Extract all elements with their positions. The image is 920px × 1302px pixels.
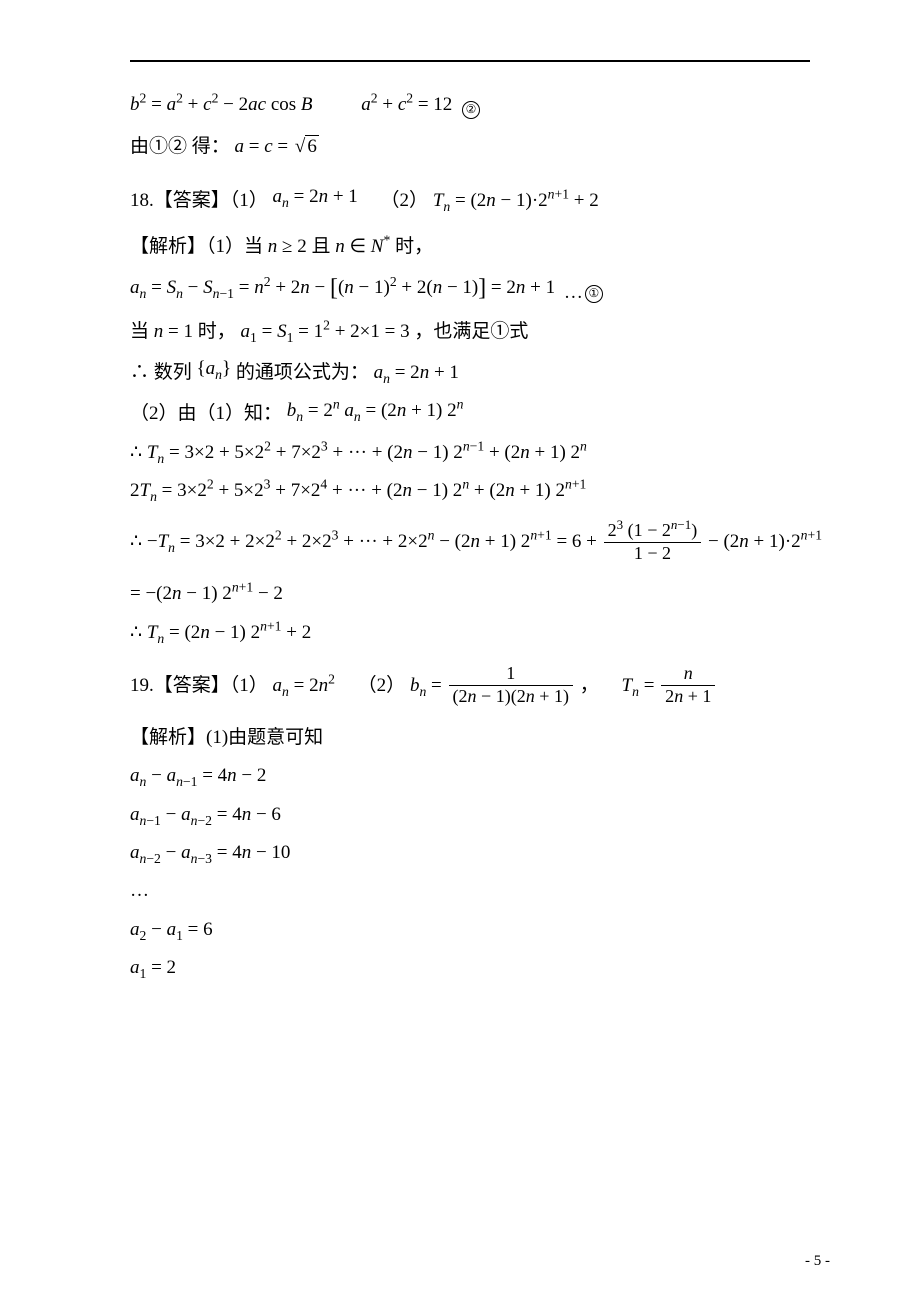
frac-num: 23 (1 − 2n−1) [604, 521, 702, 542]
eq-line: 由①② 得： a = c = 6 [130, 132, 810, 160]
fraction: 23 (1 − 2n−1) 1 − 2 [604, 521, 702, 564]
label: 19.【答案】（1） [130, 672, 268, 700]
expr: a2 − a1 = 6 [130, 916, 213, 944]
expr: ∴ Tn = (2n − 1) 2n+1 + 2 [130, 619, 311, 647]
top-rule [130, 60, 810, 62]
text: 由①② 得： [130, 133, 230, 161]
label: （2）由（1）知： [130, 400, 282, 428]
eq-line: ∴ Tn = 3×2 + 5×22 + 7×23 + ··· + (2n − 1… [130, 438, 810, 466]
label: （2） [381, 187, 429, 215]
expr: ∴ Tn = 3×2 + 5×22 + 7×23 + ··· + (2n − 1… [130, 439, 587, 467]
frac-den: 1 − 2 [604, 542, 702, 564]
eq-line: an−2 − an−3 = 4n − 10 [130, 838, 810, 866]
eq-line: a2 − a1 = 6 [130, 915, 810, 943]
eq-line: ∴ −Tn = 3×2 + 2×22 + 2×23 + ··· + 2×2n −… [130, 521, 810, 564]
expr: a2 + c2 = 12 [361, 91, 452, 119]
expl-line: 【解析】（1）当 n ≥ 2 且 n ∈ N* 时， [130, 232, 810, 260]
expr: a = c = 6 [235, 133, 319, 161]
label: 18.【答案】（1） [130, 187, 268, 215]
eq-line: an−1 − an−2 = 4n − 6 [130, 800, 810, 828]
radicand: 6 [305, 135, 319, 157]
expr: b2 = a2 + c2 − 2ac cos B [130, 91, 313, 119]
math-content: b2 = a2 + c2 − 2ac cos B a2 + c2 = 12 ② … [130, 90, 810, 982]
expr: an = 2n2 [273, 672, 335, 700]
fraction: 1 (2n − 1)(2n + 1) [449, 664, 574, 707]
expr: an = 2n + 1 [374, 359, 459, 387]
label: 【解析】(1)由题意可知 [130, 724, 323, 752]
expr: bn = 2n an = (2n + 1) 2n [287, 397, 464, 425]
ellipsis-line: … [130, 877, 810, 905]
text: 时， [395, 233, 433, 261]
expr: Tn = (2n − 1)·2n+1 + 2 [433, 187, 599, 215]
eq-line: ∴ 数列 {an} 的通项公式为： an = 2n + 1 [130, 355, 810, 386]
text: 且 [311, 233, 330, 261]
expr: a1 = S1 = 12 + 2×1 = 3 [241, 318, 410, 346]
expr: = −(2n − 1) 2n+1 − 2 [130, 580, 283, 608]
ellipsis-icon: … [130, 877, 150, 905]
eq-line: an = Sn − Sn−1 = n2 + 2n − [(n − 1)2 + 2… [130, 271, 810, 307]
text: ， [580, 672, 599, 700]
expr: an = Sn − Sn−1 = n2 + 2n − [(n − 1)2 + 2… [130, 271, 555, 305]
expr: n = 1 [154, 318, 193, 346]
answer-line: 18.【答案】（1） an = 2n + 1 （2） Tn = (2n − 1)… [130, 183, 810, 214]
eq-line: （2）由（1）知： bn = 2n an = (2n + 1) 2n [130, 397, 810, 428]
eq-line: a1 = 2 [130, 953, 810, 981]
circled-number-icon: ① [585, 285, 603, 303]
expr: an−1 − an−2 = 4n − 6 [130, 801, 281, 829]
frac-num: n [661, 664, 715, 685]
expr: an = 2n + 1 [273, 183, 358, 211]
text: ，也满足①式 [414, 318, 528, 346]
expr: ∴ −Tn = 3×2 + 2×22 + 2×23 + ··· + 2×2n −… [130, 528, 597, 556]
text: 当 [130, 318, 149, 346]
circled-number-icon: ② [462, 101, 480, 119]
eq-line: an − an−1 = 4n − 2 [130, 761, 810, 789]
expr: an−2 − an−3 = 4n − 10 [130, 839, 290, 867]
expr: n ≥ 2 [268, 233, 307, 261]
expr: 2Tn = 3×22 + 5×23 + 7×24 + ··· + (2n − 1… [130, 477, 586, 505]
expr: − (2n + 1)·2n+1 [708, 528, 822, 556]
frac-den: 2n + 1 [661, 685, 715, 707]
label: （2） [358, 672, 406, 700]
text: 时， [198, 318, 236, 346]
text: ∴ 数列 [130, 359, 192, 387]
expr: a1 = 2 [130, 954, 176, 982]
page-number: - 5 - [805, 1253, 830, 1270]
answer-line: 19.【答案】（1） an = 2n2 （2） bn = 1 (2n − 1)(… [130, 664, 810, 707]
eq-line: ∴ Tn = (2n − 1) 2n+1 + 2 [130, 618, 810, 646]
text: 的通项公式为： [236, 359, 369, 387]
expr: an − an−1 = 4n − 2 [130, 762, 266, 790]
frac-den: (2n − 1)(2n + 1) [449, 685, 574, 707]
circle-label: ② [461, 95, 481, 123]
label: …① [564, 279, 604, 307]
fraction: n 2n + 1 [661, 664, 715, 707]
expr: {an} [197, 355, 232, 383]
expr: bn = [410, 672, 442, 700]
sqrt-icon: 6 [293, 133, 319, 161]
expr: n ∈ N* [335, 233, 390, 261]
frac-num: 1 [449, 664, 574, 685]
eq-line: 当 n = 1 时， a1 = S1 = 12 + 2×1 = 3 ，也满足①式 [130, 317, 810, 345]
expl-line: 【解析】(1)由题意可知 [130, 723, 810, 751]
eq-line: b2 = a2 + c2 − 2ac cos B a2 + c2 = 12 ② [130, 90, 810, 122]
eq-line: = −(2n − 1) 2n+1 − 2 [130, 579, 810, 607]
eq-line: 2Tn = 3×22 + 5×23 + 7×24 + ··· + (2n − 1… [130, 476, 810, 504]
page-container: b2 = a2 + c2 − 2ac cos B a2 + c2 = 12 ② … [0, 0, 920, 1302]
label: 【解析】（1）当 [130, 233, 263, 261]
expr: Tn = [622, 672, 655, 700]
